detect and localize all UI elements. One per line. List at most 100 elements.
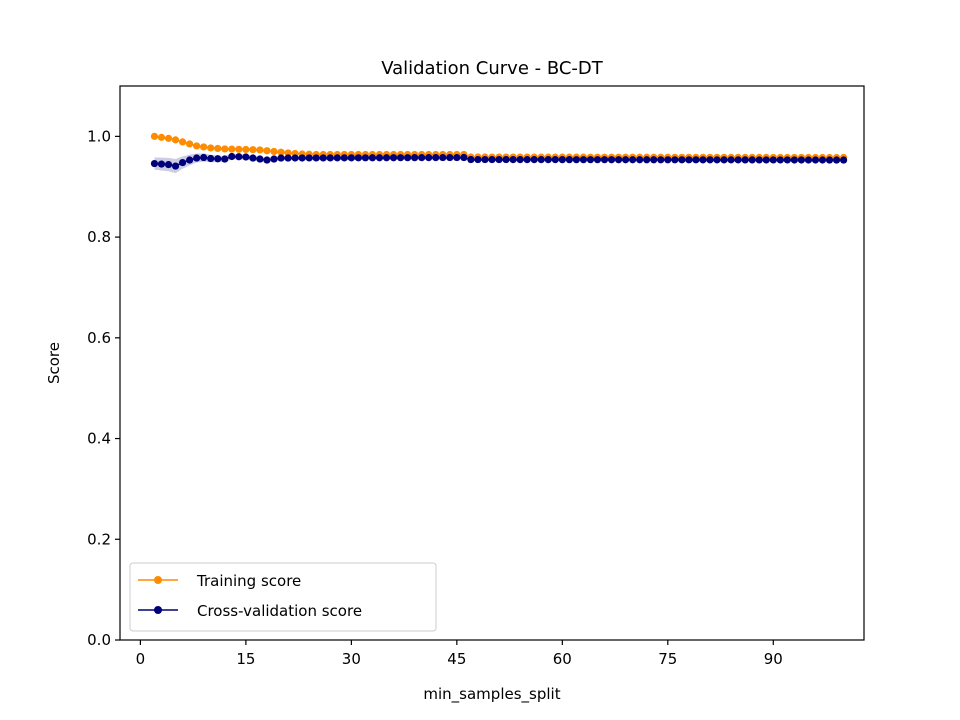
cross-validation-score-point	[249, 154, 257, 162]
training-score-point	[150, 132, 159, 140]
legend-box	[129, 562, 437, 632]
plot-area	[120, 86, 864, 640]
cross-validation-score-point	[530, 156, 538, 164]
y-axis-ticks: 0.0 0.2 0.4 0.6 0.8 1.0	[87, 127, 120, 649]
legend-label-cross-validation: Cross-validation score	[197, 602, 362, 620]
cross-validation-score-point	[186, 156, 194, 164]
training-score-point	[193, 142, 201, 150]
training-score-point	[263, 147, 271, 155]
training-score-point	[157, 133, 166, 141]
cross-validation-score-point	[460, 153, 468, 162]
cross-validation-score-point	[256, 155, 264, 163]
y-tick-label: 1.0	[87, 127, 111, 145]
cross-validation-score-point	[586, 156, 595, 164]
cross-validation-score-point	[699, 156, 707, 164]
legend: Training score Cross-validation score	[129, 562, 437, 632]
y-tick-label: 0.6	[87, 329, 111, 347]
y-tick-label: 0.4	[87, 430, 111, 448]
cross-validation-score-point	[790, 156, 798, 164]
cross-validation-score-point	[572, 156, 580, 164]
cross-validation-score-point	[643, 156, 651, 164]
training-score-point	[186, 140, 194, 148]
training-score-point	[207, 144, 215, 152]
cross-validation-score-point	[614, 156, 623, 164]
cross-validation-score-point	[453, 153, 461, 162]
cross-validation-score-point	[171, 162, 180, 170]
training-score-point	[228, 145, 236, 153]
x-tick-label: 30	[342, 650, 361, 668]
cross-validation-score-point	[804, 156, 813, 164]
cross-validation-score-point	[565, 156, 573, 164]
x-axis-ticks: 0 15 30 45 60 75 90	[136, 640, 783, 668]
cross-validation-score-point	[755, 156, 763, 164]
training-score-point	[270, 147, 278, 156]
cross-validation-score-point	[607, 156, 616, 164]
y-tick-label: 0.8	[87, 228, 111, 246]
cross-validation-score-point	[671, 156, 679, 164]
training-score-point	[164, 134, 173, 142]
cross-validation-score-point	[404, 154, 412, 162]
cross-validation-score-point	[776, 156, 784, 164]
cross-validation-score-point	[544, 156, 552, 164]
cross-validation-score-point	[657, 156, 665, 164]
cross-validation-score-point	[207, 154, 215, 163]
cross-validation-score-point	[769, 156, 777, 164]
x-tick-label: 75	[658, 650, 677, 668]
training-score-point	[249, 146, 257, 154]
cross-validation-score-point	[488, 155, 496, 164]
y-tick-label: 0.0	[87, 631, 111, 649]
cross-validation-score-point	[164, 160, 173, 169]
cross-validation-score-point	[446, 153, 454, 162]
legend-label-training: Training score	[196, 572, 301, 590]
cross-validation-score-point	[516, 156, 524, 164]
cross-validation-score-point	[818, 156, 827, 164]
cross-validation-score-point	[467, 155, 475, 164]
cross-validation-score-point	[523, 156, 531, 164]
chart-title: Validation Curve - BC-DT	[381, 58, 604, 79]
cross-validation-score-point	[263, 156, 271, 164]
cross-validation-score-point	[727, 156, 735, 164]
x-tick-label: 60	[553, 650, 572, 668]
cross-validation-score-point	[509, 155, 517, 164]
cross-validation-score-point	[692, 156, 700, 164]
x-axis-label: min_samples_split	[423, 685, 560, 704]
training-score-point	[178, 138, 187, 146]
cross-validation-score-point	[629, 156, 637, 164]
x-tick-label: 90	[764, 650, 783, 668]
cross-validation-score-point	[797, 156, 806, 164]
cross-validation-score-point	[825, 156, 834, 164]
cross-validation-score-point	[664, 156, 672, 164]
cross-validation-score-point	[157, 160, 166, 168]
x-tick-label: 45	[447, 650, 466, 668]
cross-validation-score-point	[502, 155, 510, 164]
cross-validation-score-point	[600, 156, 609, 164]
x-tick-label: 15	[236, 650, 255, 668]
cross-validation-score-point	[685, 156, 693, 164]
cross-validation-score-point	[354, 154, 362, 162]
cross-validation-score-point	[193, 154, 201, 162]
y-tick-label: 0.2	[87, 530, 111, 548]
cross-validation-score-point	[551, 156, 559, 164]
cross-validation-score-point	[305, 154, 313, 162]
cross-validation-score-point	[361, 154, 370, 162]
cross-validation-score-point	[368, 154, 377, 162]
cross-validation-score-point	[150, 159, 159, 168]
cross-validation-score-point	[284, 154, 292, 162]
cross-validation-score-point	[221, 155, 229, 163]
legend-marker-training	[154, 576, 162, 584]
cross-validation-score-point	[811, 156, 820, 164]
legend-marker-cross-validation	[154, 606, 162, 614]
cross-validation-score-point	[312, 154, 320, 162]
training-score-point	[200, 143, 208, 151]
cross-validation-score-point	[333, 154, 341, 162]
cross-validation-score-point	[678, 156, 686, 164]
cross-validation-score-point	[298, 154, 306, 162]
training-score-point	[235, 145, 243, 153]
cross-validation-score-point	[396, 154, 405, 162]
cross-validation-score-point	[340, 154, 348, 162]
cross-validation-score-point	[411, 154, 419, 162]
cross-validation-score-point	[439, 153, 447, 162]
cross-validation-score-point	[418, 154, 426, 162]
cross-validation-score-point	[636, 156, 644, 164]
training-score-point	[256, 146, 264, 154]
